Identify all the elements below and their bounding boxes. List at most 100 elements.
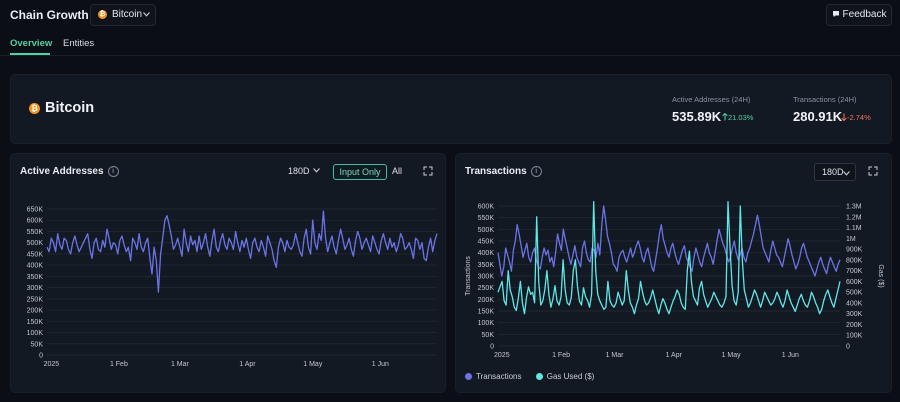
toggle-all[interactable]: All [392, 166, 403, 176]
stat-active-addresses-label: Active Addresses (24H) [672, 95, 751, 104]
y-tick-label: 600K [478, 204, 495, 211]
y-right-tick-label: 1M [846, 236, 856, 243]
y-right-tick-label: 200K [846, 322, 863, 329]
stat-transactions-value: 280.91K [793, 109, 843, 124]
active-addresses-panel: Active Addresses i 180D Input Only All 0 5… [10, 153, 446, 393]
toggle-input-only[interactable]: Input Only [333, 164, 387, 180]
active-addresses-chart: 0 50K 100K 150K 200K 250K 300K 350K 400K 450K 500K… [27, 207, 438, 368]
expand-icon [423, 166, 433, 176]
arrow-up-icon [722, 112, 728, 121]
y-right-tick-label: 500K [846, 290, 863, 297]
x-tick-label: 1 Apr [666, 352, 683, 359]
y-tick-label: 350K [478, 262, 495, 269]
y-tick-label: 150K [478, 309, 495, 316]
y-tick-label: 250K [478, 285, 495, 292]
y-tick-label: 400K [27, 263, 44, 270]
y-tick-label: 350K [27, 274, 44, 281]
x-tick-label: 2025 [494, 352, 510, 359]
legend-label: Gas Used ($) [546, 372, 595, 381]
y-right-axis-label: Gas ($) [877, 264, 884, 287]
chevron-down-icon [143, 12, 150, 17]
y-tick-label: 250K [27, 296, 44, 303]
tab-active-indicator [10, 53, 50, 55]
coin-selector[interactable]: ₿ Bitcoin [90, 4, 156, 26]
y-tick-label: 650K [27, 207, 44, 214]
y-right-tick-label: 600K [846, 279, 863, 286]
expand-button[interactable] [419, 163, 437, 179]
delta-text: 21.03% [728, 113, 754, 122]
legend-label: Transactions [476, 372, 522, 381]
transactions-panel: Transactions i 180D 0 50K 100K 150K 200K 250K 3… [455, 153, 892, 393]
top-bar: Chain Growthi ₿ Bitcoin Feedback [0, 0, 900, 30]
legend-item-transactions[interactable]: Transactions [465, 372, 522, 381]
range-select-transactions[interactable]: 180D [814, 163, 856, 181]
range-select-active[interactable]: 180D [288, 166, 320, 176]
y-tick-label: 550K [27, 229, 44, 236]
chevron-down-icon [843, 171, 850, 176]
y-right-tick-label: 1.2M [846, 214, 862, 221]
legend-item-gas-used[interactable]: Gas Used ($) [535, 372, 595, 381]
y-tick-label: 450K [27, 251, 44, 258]
delta-text: -2.74% [847, 113, 871, 122]
y-tick-label: 400K [478, 250, 495, 257]
y-tick-label: 200K [27, 308, 44, 315]
x-tick-label: 1 Jun [372, 361, 389, 368]
info-icon[interactable]: i [530, 166, 542, 177]
y-tick-label: 550K [478, 215, 495, 222]
info-icon[interactable]: i [107, 166, 119, 177]
y-right-tick-label: 800K [846, 257, 863, 264]
x-tick-label: 1 Feb [552, 352, 570, 359]
arrow-down-icon [841, 113, 847, 122]
y-right-tick-label: 300K [846, 311, 863, 318]
coin-selector-label: Bitcoin [112, 9, 143, 20]
y-left-axis-label: Transactions [465, 256, 472, 296]
legend-dot [465, 373, 472, 380]
y-tick-label: 450K [478, 239, 495, 246]
transactions-chart: 0 50K 100K 150K 200K 250K 300K 350K 400K 450K 500K… [465, 201, 884, 359]
summary-card: ₿ Bitcoin Active Addresses (24H) 535.89K… [10, 74, 892, 144]
y-tick-label: 150K [27, 319, 44, 326]
y-right-tick-label: 1.3M [846, 204, 862, 211]
panel-title-transactions: Transactions i [465, 166, 542, 177]
y-tick-label: 200K [478, 297, 495, 304]
bitcoin-icon: ₿ [98, 10, 107, 19]
bitcoin-icon: ₿ [29, 103, 40, 114]
y-right-tick-label: 700K [846, 268, 863, 275]
y-tick-label: 100K [478, 320, 495, 327]
y-tick-label: 0 [39, 353, 43, 360]
coin-name: Bitcoin [45, 100, 95, 116]
chevron-down-icon [313, 168, 320, 173]
y-tick-label: 300K [478, 274, 495, 281]
y-right-tick-label: 900K [846, 247, 863, 254]
series-line-transactions [497, 205, 841, 277]
stat-transactions-delta: -2.74% [841, 113, 871, 122]
legend-dot [535, 373, 543, 380]
x-tick-label: 1 Apr [239, 361, 256, 368]
tab-overview[interactable]: Overview [10, 38, 53, 49]
stat-active-addresses-value: 535.89K [672, 109, 722, 124]
tab-entities[interactable]: Entities [63, 38, 95, 49]
y-tick-label: 50K [482, 332, 495, 339]
y-right-tick-label: 1.1M [846, 225, 862, 232]
y-tick-label: 500K [27, 240, 44, 247]
chat-bubble-icon [832, 11, 839, 17]
range-label: 180D [822, 167, 844, 177]
feedback-button[interactable]: Feedback [826, 4, 892, 26]
expand-button[interactable] [864, 163, 882, 179]
y-right-tick-label: 100K [846, 333, 863, 340]
x-tick-label: 1 Feb [110, 361, 128, 368]
series-line-gas-used [497, 201, 841, 315]
stat-active-addresses-delta: 21.03% [722, 112, 754, 122]
panel-title-text: Active Addresses [20, 166, 104, 177]
x-tick-label: 2025 [44, 361, 60, 368]
y-tick-label: 0 [490, 344, 494, 351]
panel-title-text: Transactions [465, 166, 527, 177]
x-tick-label: 1 Mar [171, 361, 190, 368]
x-tick-label: 1 May [722, 352, 742, 359]
series-line-active-addresses [46, 210, 438, 293]
y-right-tick-label: 400K [846, 300, 863, 307]
panel-title-active: Active Addresses i [20, 166, 119, 177]
y-right-tick-label: 0 [846, 344, 850, 351]
y-tick-label: 600K [27, 218, 44, 225]
range-label: 180D [288, 166, 310, 176]
